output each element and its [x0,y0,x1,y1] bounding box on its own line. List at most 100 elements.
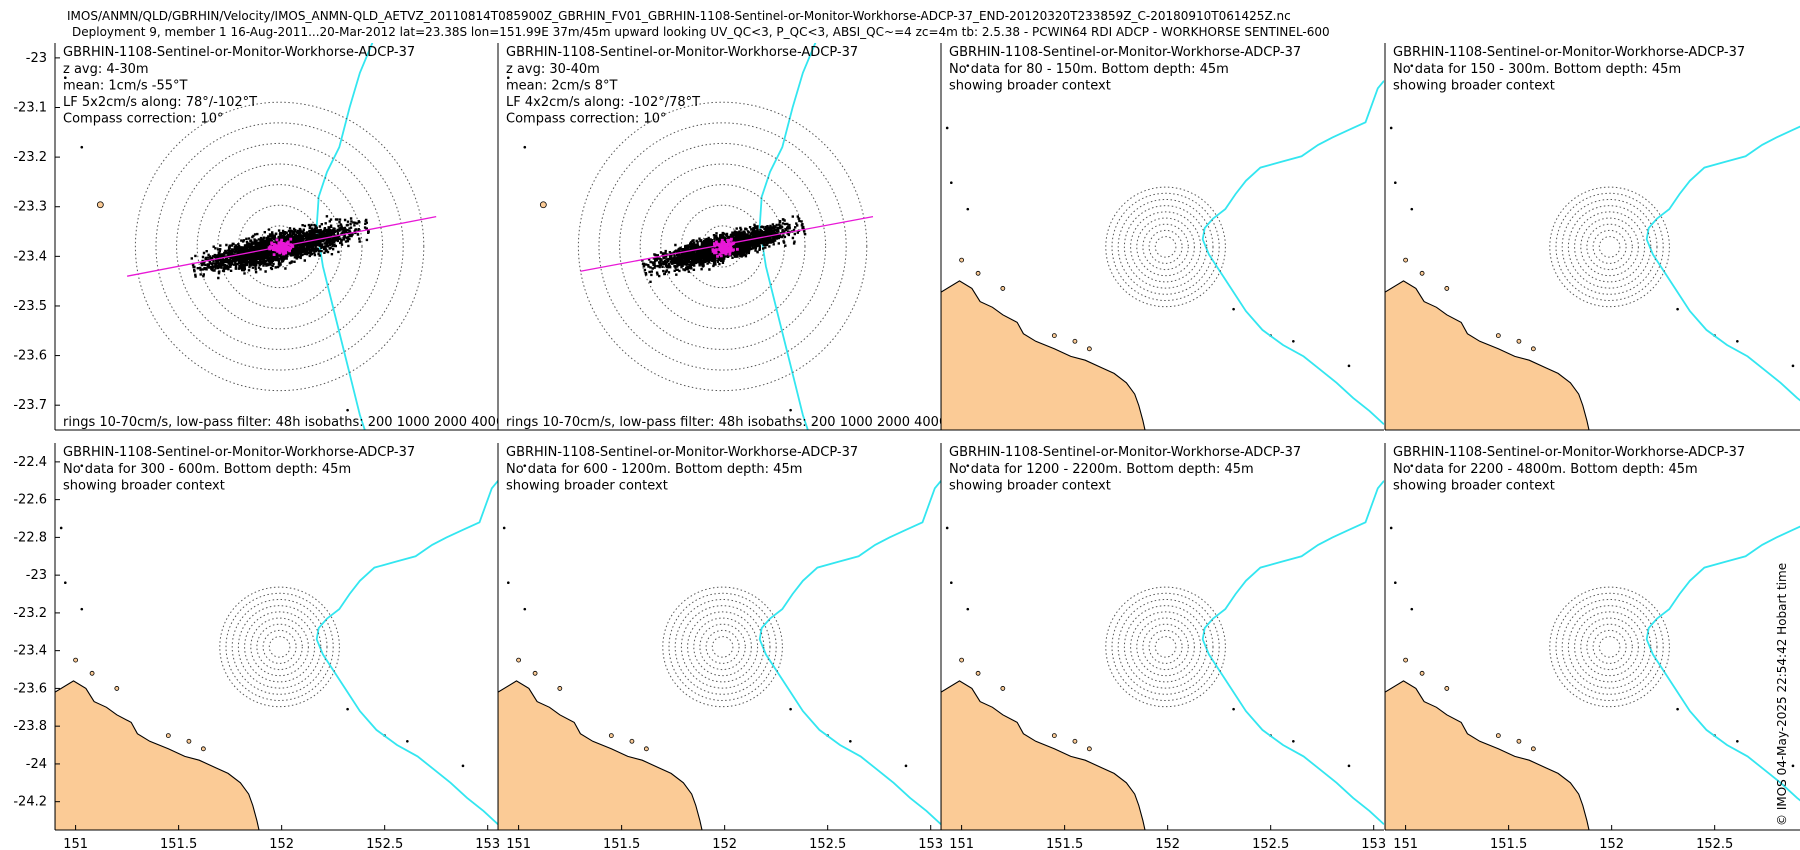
x-tick-label: 151.5 [603,837,640,850]
reef-dot [64,76,67,80]
reef-dot [80,145,84,149]
y-tick-label: -23.1 [13,101,47,116]
reef-dot [1394,581,1397,584]
velocity-ring [1136,617,1195,677]
x-tick-label: 152.5 [1252,837,1289,850]
reef-dot [1676,307,1679,311]
velocity-ring [1130,211,1202,283]
coastal-island [959,257,965,263]
coastal-island [516,657,522,663]
velocity-ring [1117,198,1214,295]
velocity-ring [217,184,342,309]
coastal-island [959,657,965,663]
reef-dot [1676,707,1679,711]
velocity-ring [1148,629,1183,664]
reef-dot [346,707,349,711]
panel-footer-group: rings 10-70cm/s, low-pass filter: 48h is… [63,415,498,430]
x-tick-label: 152.5 [366,837,403,850]
panel-7: 151 151.5 152 152.5 153 GBRHIN-1108-Sentinel-… [940,443,1386,850]
panel-info-line: No data for 600 - 1200m. Bottom depth: 4… [506,462,802,477]
isobath-line [1645,525,1800,802]
figure-title-line1: IMOS/ANMN/QLD/GBRHIN/Velocity/IMOS_ANMN-… [67,9,1291,23]
velocity-ring [577,101,868,392]
coastal-island [1403,257,1409,263]
velocity-ring [693,617,752,677]
reef-dot [80,607,84,611]
velocity-ring [1142,623,1189,671]
isobath-line [1645,125,1800,402]
y-tick-label: -22.8 [13,530,47,545]
velocity-ring [1598,236,1621,258]
panel-plot-area [1385,64,1800,430]
velocity-ring [699,623,746,671]
velocity-ring [1111,192,1220,301]
velocity-ring [1592,229,1627,264]
reef-dot [507,76,510,80]
coastal-island [643,746,649,752]
reef-dot [789,408,792,412]
panel-plot-area [507,43,908,561]
reef-dot [826,478,829,481]
panel-info-line: Compass correction: 10° [506,112,666,127]
reef-dot [905,558,908,561]
x-tick-label: 152 [1155,837,1180,850]
velocity-ring [1555,592,1664,701]
coastal-island [186,738,192,744]
panel-footer-group: rings 10-70cm/s, low-pass filter: 48h is… [506,415,941,430]
reef-dot [966,207,970,211]
reef-dot [462,558,465,561]
reef-dot [406,493,409,496]
velocity-ring [268,636,291,658]
panel-instrument-label: GBRHIN-1108-Sentinel-or-Monitor-Workhors… [949,445,1301,460]
velocity-ring [1123,205,1208,289]
reef-dot [849,739,852,743]
coastal-island [1051,733,1057,739]
panel-info-line: z avg: 30-40m [506,62,600,77]
x-tick-label: 151.5 [1046,837,1083,850]
reef-dot [461,764,465,768]
coastal-island [1516,338,1522,344]
x-tick-label: 153 [1361,837,1386,850]
velocity-ring [1574,211,1646,283]
velocity-ring [711,636,734,658]
velocity-ring [1561,198,1658,295]
velocity-ring [237,605,322,689]
panel-plot-area [941,464,1384,830]
reef-dot [1410,207,1414,211]
reef-dot [59,526,63,530]
coastal-island [1072,338,1078,344]
y-tick-label: -23.4 [13,644,47,659]
panel-info-line: No data for 80 - 150m. Bottom depth: 45m [949,62,1229,77]
velocity-ring [250,617,309,677]
reef-dot [966,64,970,67]
reef-dot [346,408,349,412]
velocity-ring [1123,605,1208,689]
y-tick-label: -23.3 [13,200,47,215]
reef-dot [523,464,527,467]
panel-info-line: No data for 1200 - 2200m. Bottom depth: … [949,462,1254,477]
velocity-ring [1598,636,1621,658]
reef-dot [945,526,949,530]
velocity-ring [705,629,740,664]
velocity-ring [196,163,363,330]
panel-instrument-label: GBRHIN-1108-Sentinel-or-Monitor-Workhors… [506,45,858,60]
panel-3: GBRHIN-1108-Sentinel-or-Monitor-Workhors… [940,43,1384,431]
timestamp-stamp: © IMOS 04-May-2025 22:54:42 Hobart time [1775,562,1789,826]
velocity-ring [219,586,340,708]
coastal-island [96,201,104,209]
coastal-island [1072,738,1078,744]
reef-dot [1410,64,1414,67]
x-tick-label: 151 [949,837,974,850]
velocity-ring [662,586,783,708]
velocity-ring [1154,236,1177,258]
y-tick-label: -23.8 [13,719,47,734]
velocity-ring [1586,223,1633,271]
x-tick-label: 151 [1393,837,1418,850]
velocity-ring [1111,592,1220,701]
reef-dot [789,707,792,711]
coastal-island [532,670,538,676]
velocity-ring [1105,586,1226,708]
land-polygon [1385,280,1590,430]
x-tick-label: 152 [1599,837,1624,850]
reef-dot [80,464,84,467]
